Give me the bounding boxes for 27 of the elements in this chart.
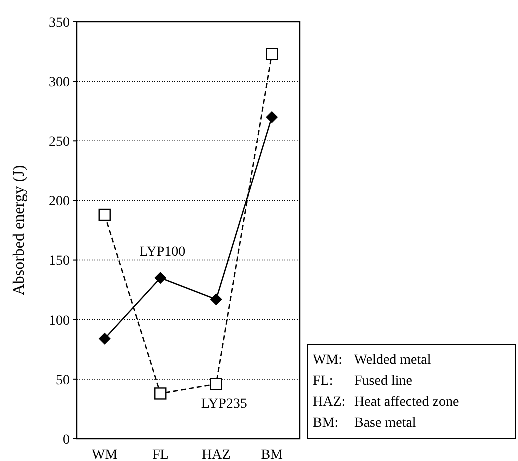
series-label: LYP100 bbox=[140, 245, 186, 260]
y-tick-label: 300 bbox=[49, 75, 70, 90]
point bbox=[154, 388, 167, 400]
text: HAZ: Heat affected zone bbox=[313, 395, 460, 410]
x-tick-label: HAZ bbox=[202, 448, 231, 461]
text: FL: Fused line bbox=[313, 374, 412, 389]
y-tick-label: 200 bbox=[49, 194, 70, 210]
x-tick-label: BM bbox=[261, 448, 284, 461]
y-tick-label: 100 bbox=[49, 314, 70, 329]
point bbox=[266, 111, 278, 124]
point bbox=[210, 378, 222, 390]
y-tick-label: 150 bbox=[49, 254, 70, 270]
y-tick-label: 0 bbox=[63, 432, 70, 448]
point bbox=[98, 332, 111, 345]
point bbox=[98, 208, 111, 222]
series-label: LYP235 bbox=[201, 397, 248, 412]
point bbox=[266, 48, 278, 60]
y-tick-label: 350 bbox=[49, 16, 70, 31]
point bbox=[210, 294, 222, 306]
x-tick-label: FL bbox=[152, 448, 169, 461]
y-tick-label: 250 bbox=[49, 135, 70, 150]
y-tick-label: 50 bbox=[56, 373, 70, 388]
point bbox=[154, 272, 167, 284]
y-axis-title: Absorbed energy (J) bbox=[11, 165, 28, 296]
text: WM: Welded metal bbox=[313, 353, 432, 368]
x-tick-label: WM bbox=[92, 448, 118, 461]
text: BM: Base metal bbox=[313, 416, 416, 431]
